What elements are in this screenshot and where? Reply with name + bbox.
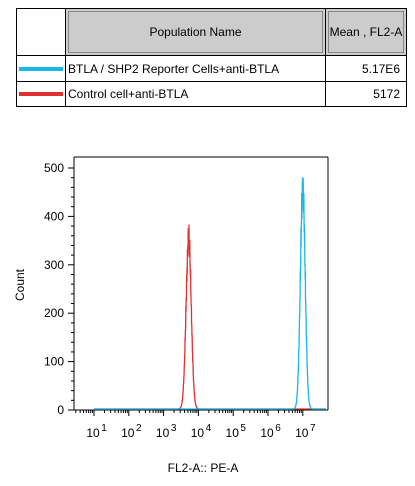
legend-table: Population Name Mean , FL2-A BTLA / SHP2… [16,8,407,107]
x-tick-label: 10 [260,426,274,440]
x-tick-label: 10 [295,426,309,440]
y-tick-label: 500 [44,161,64,175]
x-axis-title: FL2-A:: PE-A [168,461,239,475]
x-tick-exponent: 4 [206,423,212,434]
x-tick-label: 10 [121,426,135,440]
legend-header-value-cell: Mean , FL2-A [325,8,407,56]
series-group [94,177,326,410]
y-tick-label: 400 [44,209,64,223]
x-tick-exponent: 5 [240,423,246,434]
x-tick-exponent: 1 [101,423,107,434]
y-tick-label: 300 [44,258,64,272]
x-tick-label: 10 [156,426,170,440]
x-tick-label: 10 [191,426,205,440]
legend-swatch-control [19,92,63,96]
series-line-control [94,224,326,410]
y-axis-title: Count [13,268,27,301]
y-tick-label: 0 [57,403,64,417]
legend-row-1-name: BTLA / SHP2 Reporter Cells+anti-BTLA [68,61,280,76]
x-tick-exponent: 2 [136,423,142,434]
legend-header-value: Mean , FL2-A [329,25,403,39]
y-tick-label: 200 [44,306,64,320]
legend-row-2-value: 5172 [373,87,400,101]
series-line-reporter [94,177,326,410]
legend-swatch-reporter [19,66,63,71]
x-tick-label: 10 [86,426,100,440]
x-tick-label: 10 [226,426,240,440]
legend-header-name: Population Name [149,25,242,39]
legend-row-2-value-cell: 5172 [325,81,407,107]
x-tick-exponent: 6 [275,423,281,434]
legend-row-1-value: 5.17E6 [361,61,400,76]
x-tick-exponent: 7 [310,423,316,434]
x-tick-exponent: 3 [171,423,177,434]
y-tick-label: 100 [44,355,64,369]
legend-row-2-name: Control cell+anti-BTLA [68,87,189,101]
